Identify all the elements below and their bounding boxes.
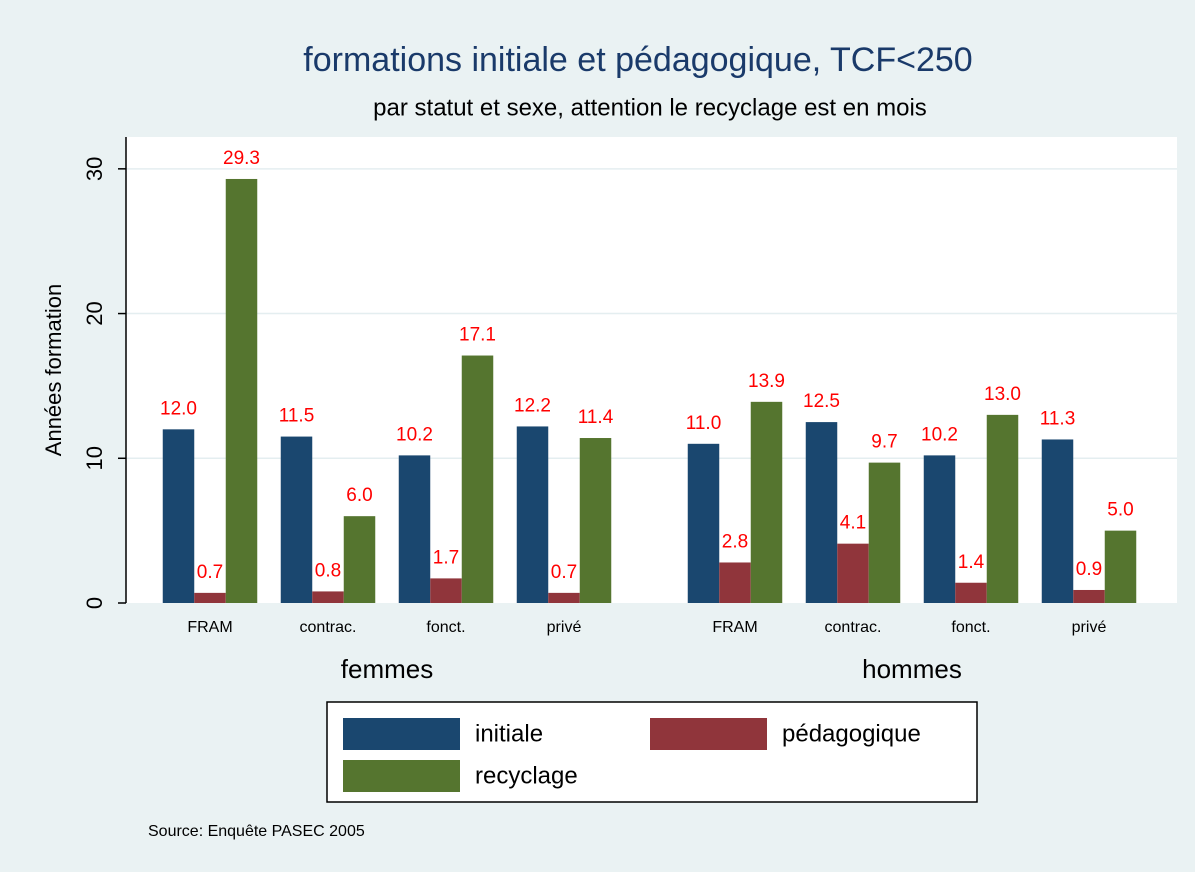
value-label: 0.8 [315,560,341,581]
bar [1041,439,1074,603]
value-label: 6.0 [346,485,372,506]
value-label: 12.0 [160,398,197,419]
value-label: 11.5 [279,406,315,427]
chart-subtitle: par statut et sexe, attention le recycla… [373,94,927,121]
bar [837,543,869,603]
x-tick-label: fonct. [426,619,465,636]
bar [1104,530,1137,603]
y-tick-label: 10 [82,446,107,470]
bar [687,443,720,603]
y-tick-label: 0 [82,597,107,609]
x-tick-label: privé [547,619,582,636]
bar [986,414,1019,603]
bar [280,436,313,603]
y-axis-title: Années formation [41,284,66,456]
bar [579,438,612,603]
bar [194,592,226,603]
bar [430,578,462,603]
bar [516,426,549,603]
value-label: 1.7 [433,547,459,568]
chart-title: formations initiale et pédagogique, TCF<… [303,41,972,79]
group-label: femmes [341,654,433,684]
legend-swatch [343,718,460,750]
value-label: 2.8 [722,531,748,552]
value-label: 9.7 [871,432,897,453]
value-label: 10.2 [921,424,958,445]
y-tick-label: 30 [82,157,107,181]
value-label: 12.2 [514,395,551,416]
bar [750,401,783,603]
bar [719,562,751,603]
value-label: 13.0 [984,384,1021,405]
group-label: hommes [862,654,962,684]
value-label: 0.7 [197,562,223,583]
value-label: 0.9 [1076,559,1102,580]
value-label: 17.1 [459,325,496,346]
value-label: 11.3 [1040,408,1076,429]
value-label: 4.1 [840,513,866,534]
source-note: Source: Enquête PASEC 2005 [148,823,365,840]
legend-swatch [650,718,767,750]
bar [162,429,195,603]
value-label: 29.3 [223,148,260,169]
value-label: 13.9 [748,371,785,392]
legend-label: pédagogique [782,720,921,747]
legend-swatch [343,760,460,792]
bar [1073,589,1105,603]
legend-label: initiale [475,720,543,747]
value-label: 1.4 [958,552,985,573]
bar [868,462,901,603]
x-tick-label: contrac. [300,619,357,636]
x-tick-label: privé [1072,619,1107,636]
value-label: 10.2 [396,424,433,445]
x-tick-label: FRAM [187,619,232,636]
bar [398,455,431,603]
value-label: 0.7 [551,562,577,583]
bar [343,516,376,603]
x-tick-label: contrac. [825,619,882,636]
value-label: 12.5 [803,391,840,412]
bar [312,591,344,603]
bar [548,592,580,603]
legend-label: recyclage [475,762,578,789]
bar [955,582,987,603]
x-tick-label: fonct. [951,619,990,636]
x-tick-label: FRAM [712,619,757,636]
bar [461,355,494,603]
bar [923,455,956,603]
bar [225,178,258,604]
y-tick-label: 20 [82,301,107,325]
value-label: 11.0 [686,413,722,434]
bar [805,422,838,603]
value-label: 5.0 [1107,500,1133,521]
value-label: 11.4 [578,407,614,428]
